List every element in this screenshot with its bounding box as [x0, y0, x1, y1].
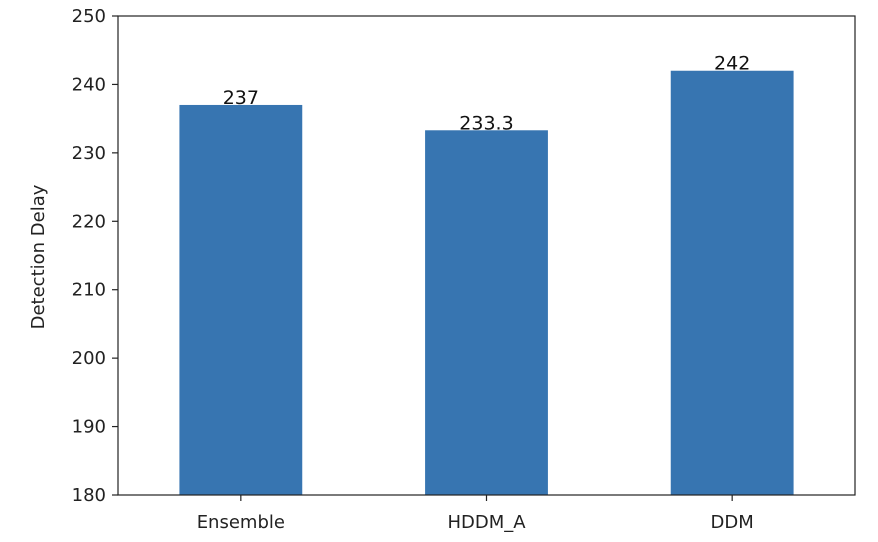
- plot-area: 237 Ensemble 233.3 HDDM_A 242 DDM 180 190 200 210…: [72, 6, 856, 533]
- x-tick-label: Ensemble: [197, 512, 285, 533]
- y-tick-label: 250: [72, 6, 106, 27]
- y-axis-title: Detection Delay: [28, 184, 49, 329]
- y-tick-label: 220: [72, 211, 106, 232]
- y-tick-label: 240: [72, 74, 106, 95]
- x-tick-label: HDDM_A: [447, 512, 526, 533]
- y-tick-label: 190: [72, 417, 106, 438]
- axes-frame: [117, 15, 856, 496]
- x-tick-label: DDM: [711, 512, 754, 533]
- y-tick-label: 180: [72, 485, 106, 506]
- bar-ddm: [670, 70, 794, 495]
- bar-ensemble: [179, 104, 303, 495]
- bar-hddm-a: [425, 130, 548, 496]
- data-label: 237: [223, 87, 259, 109]
- data-label: 233.3: [459, 112, 513, 134]
- y-tick-label: 230: [72, 143, 106, 164]
- y-tick-label: 200: [72, 348, 106, 369]
- y-tick-label: 210: [72, 280, 106, 301]
- data-label: 242: [714, 53, 750, 75]
